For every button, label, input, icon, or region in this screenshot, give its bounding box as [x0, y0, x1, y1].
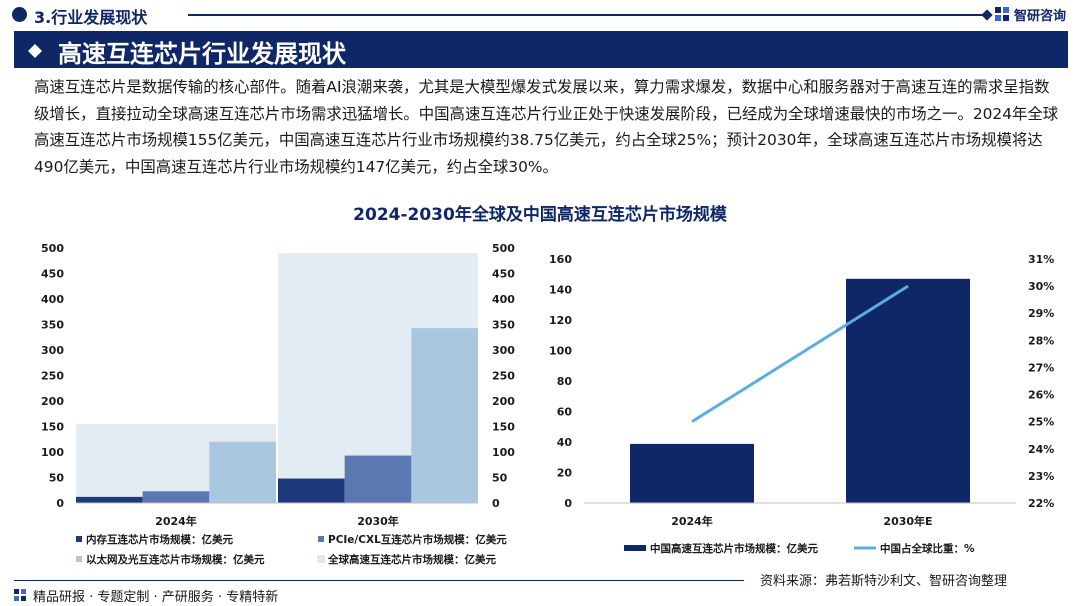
left-chart-y2tick-label: 150 [492, 421, 515, 434]
left-chart-ytick-label: 400 [41, 293, 64, 306]
left-chart-ytick-label: 500 [41, 242, 64, 255]
left-chart-legend-label: 全球高速互连芯片市场规模：亿美元 [327, 553, 496, 566]
section-header: 3.行业发展现状 智研咨询 [0, 0, 1080, 30]
left-chart-ytick-label: 350 [41, 319, 64, 332]
left-chart-y2tick-label: 100 [492, 446, 515, 459]
left-chart-ytick-label: 450 [41, 268, 64, 281]
left-chart-legend-label: 以太网及光互连芯片市场规模：亿美元 [86, 553, 265, 566]
title-banner: 高速互连芯片行业发展现状 [14, 31, 1068, 68]
left-chart-ytick-label: 150 [41, 421, 64, 434]
left-chart-y2tick-label: 250 [492, 370, 515, 383]
left-chart-bar-3 [411, 328, 478, 503]
left-chart-ytick-label: 200 [41, 395, 64, 408]
right-chart-ytick-label: 60 [557, 406, 573, 419]
section-dot-icon [12, 7, 27, 22]
right-chart-ytick-label: 140 [549, 284, 572, 297]
right-chart-ytick-label: 160 [549, 253, 572, 266]
logo: 智研咨询 [994, 4, 1066, 24]
right-chart-y2tick-label: 31% [1028, 253, 1054, 266]
right-chart-y2tick-label: 29% [1028, 307, 1054, 320]
right-chart-y2tick-label: 22% [1028, 497, 1054, 510]
right-chart-ytick-label: 80 [557, 375, 573, 388]
section-divider [188, 14, 983, 16]
footer-divider [14, 580, 744, 581]
source-note: 资料来源：弗若斯特沙利文、智研咨询整理 [760, 574, 1008, 589]
left-chart-legend-label: 内存互连芯片市场规模：亿美元 [86, 533, 233, 546]
left-chart-bar-2 [344, 455, 412, 503]
left-chart-y2tick-label: 300 [492, 344, 515, 357]
right-chart-ytick-label: 40 [557, 436, 573, 449]
right-chart-legend-label: 中国高速互连芯片市场规模：亿美元 [650, 542, 818, 555]
left-chart-y2tick-label: 0 [492, 497, 500, 510]
left-chart-y2tick-label: 50 [492, 472, 508, 485]
left-chart-category-label: 2024年 [155, 514, 197, 528]
footer: 精品研报 · 专题定制 · 产研服务 · 专精特新 [14, 586, 279, 605]
left-chart-legend-swatch [76, 536, 82, 542]
left-chart-legend-swatch [318, 536, 324, 542]
logo-text: 智研咨询 [1014, 8, 1067, 24]
banner-title: 高速互连芯片行业发展现状 [58, 40, 346, 68]
right-chart-bar [846, 278, 970, 503]
left-chart-ytick-label: 300 [41, 344, 64, 357]
right-chart-legend-label: 中国占全球比重：% [880, 542, 975, 555]
left-chart-y2tick-label: 450 [492, 268, 515, 281]
left-chart-y2tick-label: 500 [492, 242, 515, 255]
logo-icon [994, 6, 1010, 22]
right-chart-ytick-label: 120 [549, 314, 572, 327]
right-chart-legend-swatch [624, 545, 646, 551]
left-chart-ytick-label: 0 [56, 497, 64, 510]
right-chart-ytick-label: 20 [557, 467, 573, 480]
right-chart-ytick-label: 0 [564, 497, 572, 510]
right-chart-share-line [691, 284, 909, 423]
left-chart-category-label: 2030年 [357, 514, 399, 528]
section-title: 3.行业发展现状 [34, 8, 148, 27]
left-chart-legend-label: PCIe/CXL互连芯片市场规模：亿美元 [328, 533, 507, 546]
left-chart-bar-1 [278, 478, 345, 503]
diamond-icon [28, 43, 42, 58]
left-chart-ytick-label: 100 [41, 446, 64, 459]
right-chart-y2tick-label: 24% [1028, 443, 1054, 456]
footer-logo-icon [14, 588, 27, 602]
right-chart-category-label: 2030年E [883, 514, 932, 528]
right-chart-y2tick-label: 30% [1028, 280, 1054, 293]
figure-title: 2024-2030年全球及中国高速互连芯片市场规模 [353, 205, 727, 225]
right-chart-y2tick-label: 25% [1028, 416, 1054, 429]
left-chart-ytick-label: 50 [49, 472, 65, 485]
right-chart-y2tick-label: 27% [1028, 361, 1054, 374]
left-chart-y2tick-label: 350 [492, 319, 515, 332]
left-chart-bar-3 [209, 441, 276, 503]
left-chart-bar-2 [142, 491, 210, 503]
right-chart-ytick-label: 100 [549, 345, 572, 358]
left-chart-legend-swatch [76, 556, 82, 562]
right-chart-category-label: 2024年 [671, 514, 713, 528]
right-chart-y2tick-label: 23% [1028, 470, 1054, 483]
left-chart-y2tick-label: 200 [492, 395, 515, 408]
right-chart-y2tick-label: 28% [1028, 334, 1054, 347]
left-chart-bar-1 [76, 496, 143, 503]
left-chart-legend-swatch [317, 555, 325, 563]
right-chart-y2tick-label: 26% [1028, 389, 1054, 402]
right-chart-bar [630, 443, 754, 503]
left-chart-y2tick-label: 400 [492, 293, 515, 306]
footer-tagline: 精品研报 · 专题定制 · 产研服务 · 专精特新 [33, 589, 279, 605]
left-chart-ytick-label: 250 [41, 370, 64, 383]
body-paragraph: 高速互连芯片是数据传输的核心部件。随着AI浪潮来袭，尤其是大模型爆发式发展以来，… [34, 78, 1059, 176]
